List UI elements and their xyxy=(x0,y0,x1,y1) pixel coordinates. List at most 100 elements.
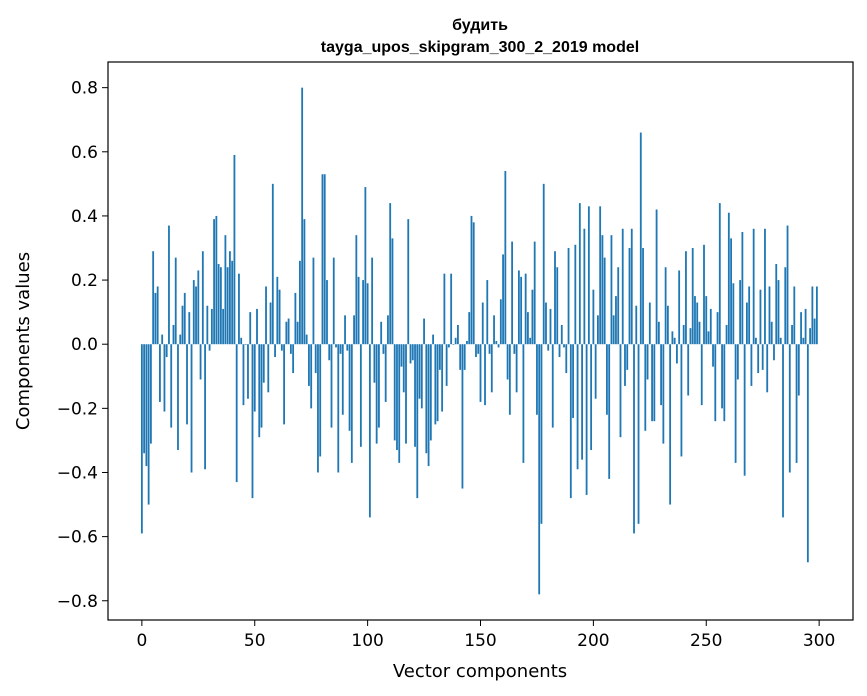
bar xyxy=(436,344,439,422)
bar xyxy=(432,334,434,345)
y-tick-label: 0.6 xyxy=(71,143,98,163)
bar xyxy=(680,344,683,457)
bar xyxy=(247,344,249,399)
bar xyxy=(319,344,322,457)
bar xyxy=(630,228,633,345)
bar xyxy=(497,344,500,348)
bar xyxy=(655,209,658,345)
bar xyxy=(359,344,362,447)
bar xyxy=(389,203,392,345)
bar xyxy=(773,344,775,361)
bar xyxy=(177,344,179,451)
bar xyxy=(267,344,270,393)
bar xyxy=(466,341,468,345)
bar xyxy=(152,251,155,345)
bar xyxy=(368,344,371,518)
bar xyxy=(168,225,170,345)
bar xyxy=(599,206,602,345)
bar xyxy=(414,344,416,447)
bar xyxy=(249,312,252,345)
bar xyxy=(565,344,568,374)
bar xyxy=(716,312,719,345)
bar xyxy=(387,315,389,345)
bar xyxy=(355,235,358,345)
bar xyxy=(804,308,807,345)
bar xyxy=(536,344,538,415)
y-axis-label: Components values xyxy=(13,252,34,430)
bar xyxy=(563,344,565,348)
bar xyxy=(511,241,514,345)
bar xyxy=(378,344,380,428)
bar xyxy=(529,337,532,345)
bar xyxy=(346,344,349,351)
bar xyxy=(242,344,245,406)
y-tick-label: −0.2 xyxy=(57,399,98,419)
bar xyxy=(244,344,247,345)
bar xyxy=(301,87,304,345)
bar xyxy=(407,219,410,345)
bar xyxy=(694,296,696,345)
bar xyxy=(802,337,805,345)
bar xyxy=(393,344,396,441)
bar xyxy=(219,267,222,345)
bar xyxy=(350,344,353,463)
bar xyxy=(671,331,674,345)
bar xyxy=(326,280,328,345)
bar xyxy=(601,235,604,345)
bar xyxy=(806,344,809,563)
bar xyxy=(477,344,480,354)
bar xyxy=(373,344,376,383)
bar xyxy=(380,321,383,345)
bar xyxy=(723,344,726,422)
bar xyxy=(755,337,757,345)
bar xyxy=(208,344,211,351)
bar xyxy=(231,260,234,345)
bar xyxy=(486,280,489,345)
bar xyxy=(479,344,482,402)
bar xyxy=(238,273,240,345)
bar xyxy=(689,328,692,345)
bar xyxy=(606,344,608,415)
bar xyxy=(271,183,274,345)
bar xyxy=(472,222,475,345)
x-tick-label: 0 xyxy=(136,631,147,651)
bar xyxy=(594,344,597,399)
bar xyxy=(154,292,157,345)
bar xyxy=(429,344,432,441)
bar xyxy=(644,344,647,431)
bar xyxy=(545,302,547,345)
bar xyxy=(276,276,279,345)
bar xyxy=(549,308,552,345)
bar xyxy=(515,344,518,393)
bar xyxy=(285,321,288,345)
bar xyxy=(788,344,791,473)
bar xyxy=(402,344,405,393)
bar xyxy=(362,280,365,345)
bar xyxy=(736,344,739,380)
bar xyxy=(560,324,563,345)
bar xyxy=(615,296,617,345)
bar xyxy=(648,302,651,345)
bar xyxy=(308,344,310,386)
y-axis-ticks: −0.8 −0.6 −0.4 −0.2 0.0 0.2 0.4 0.6 0.8 xyxy=(57,79,108,612)
bar xyxy=(621,228,624,345)
bar xyxy=(567,248,570,345)
bar xyxy=(206,305,209,345)
bar xyxy=(583,228,586,345)
bar xyxy=(317,344,319,473)
bar xyxy=(310,344,313,409)
chart-subtitle: tayga_upos_skipgram_300_2_2019 model xyxy=(321,39,639,56)
bar xyxy=(721,344,723,409)
y-tick-label: −0.6 xyxy=(57,528,98,548)
bar xyxy=(468,312,471,345)
bar xyxy=(513,344,516,354)
bar xyxy=(748,286,751,345)
bar xyxy=(328,344,331,361)
bar xyxy=(673,337,676,345)
bar xyxy=(569,344,572,499)
bar xyxy=(714,344,717,422)
bar xyxy=(305,334,308,345)
bar xyxy=(624,344,626,386)
bar xyxy=(578,203,581,345)
